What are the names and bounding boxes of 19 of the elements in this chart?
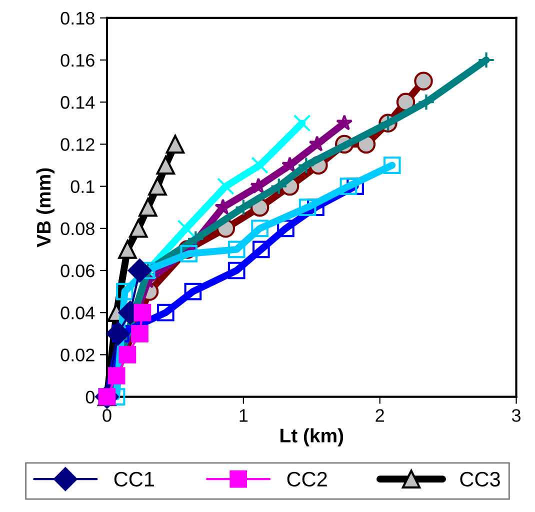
y-tick-label: 0.12 — [60, 138, 94, 151]
y-tick-label: 0.18 — [60, 12, 94, 25]
x-axis-title: Lt (km) — [280, 428, 344, 446]
y-tick-label: 0.14 — [60, 96, 95, 109]
y-tick-label: 0 — [86, 390, 94, 404]
legend-label: CC3 — [460, 472, 500, 487]
x-tick-label: 3 — [512, 409, 521, 422]
x-tick-label: 0 — [102, 409, 112, 422]
x-tick-label: 1 — [240, 409, 248, 422]
y-tick-label: 0.02 — [60, 348, 94, 362]
legend-label: CC1 — [114, 472, 154, 487]
y-axis-title: VB (mm) — [36, 168, 54, 248]
y-tick-label: 0.08 — [60, 222, 94, 236]
y-tick-label: 0.06 — [60, 264, 94, 278]
x-tick-label: 2 — [376, 409, 384, 422]
legend-label: CC2 — [287, 472, 327, 487]
y-tick-label: 0.16 — [60, 54, 94, 67]
y-tick-label: 0.1 — [70, 180, 94, 194]
y-tick-label: 0.04 — [60, 306, 95, 320]
